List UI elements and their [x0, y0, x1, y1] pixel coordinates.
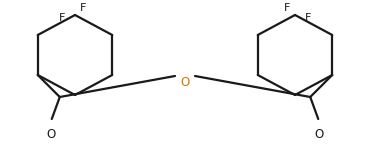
- Text: O: O: [46, 128, 56, 141]
- Text: O: O: [314, 128, 324, 141]
- Text: F: F: [80, 3, 86, 13]
- Text: O: O: [181, 75, 190, 88]
- Text: F: F: [58, 13, 65, 23]
- Text: F: F: [284, 3, 290, 13]
- Text: F: F: [305, 13, 312, 23]
